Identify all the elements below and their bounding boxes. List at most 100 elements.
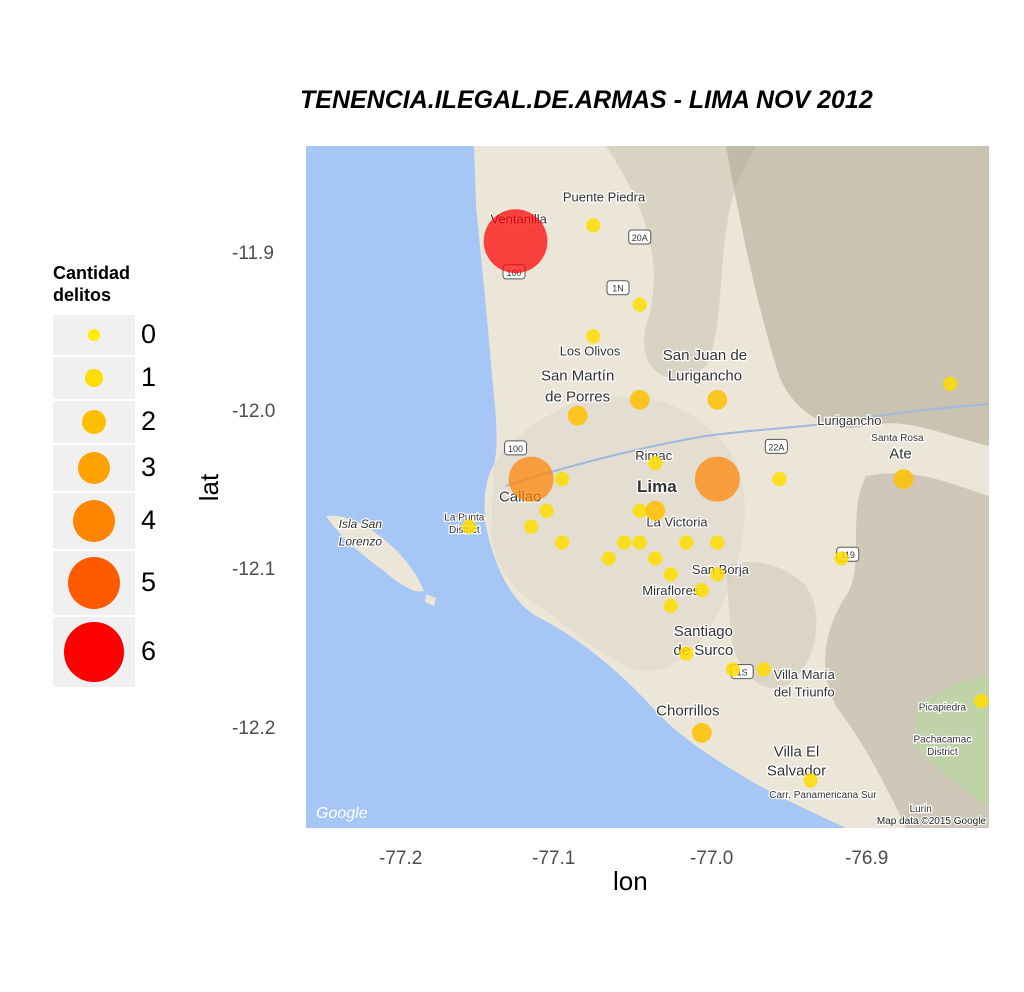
map-place-label: Salvador — [767, 763, 826, 780]
data-point — [648, 456, 663, 471]
data-point — [694, 456, 740, 502]
legend-separator — [53, 491, 135, 493]
urban-area — [491, 396, 745, 672]
data-point — [974, 693, 989, 709]
road-shield-label: 1N — [612, 284, 624, 294]
map-place-label: Lima — [637, 477, 677, 496]
legend-label: 1 — [141, 362, 157, 392]
legend-key: 2 — [53, 401, 156, 445]
map-place-label: de Porres — [545, 388, 610, 405]
map-place-label: Isla San — [339, 517, 383, 531]
y-tick-label: -12.2 — [232, 718, 276, 739]
google-watermark: Google — [316, 805, 368, 822]
x-tick-label: -77.2 — [379, 848, 423, 869]
legend-swatch — [64, 622, 124, 682]
x-tick-label: -76.9 — [845, 848, 889, 869]
legend-title: Cantidad delitos — [53, 262, 173, 306]
map-place-label: Rimac — [635, 448, 672, 463]
legend-swatch — [67, 556, 121, 610]
data-point — [679, 535, 694, 550]
legend-swatch — [85, 369, 103, 387]
data-point — [461, 519, 477, 534]
map-place-label: Lurigancho — [668, 368, 742, 385]
data-point — [632, 535, 647, 550]
legend-label: 2 — [141, 406, 157, 436]
legend-key: 5 — [53, 551, 156, 617]
isla-san-lorenzo — [326, 515, 424, 592]
legend-label: 6 — [141, 636, 157, 666]
legend-label: 0 — [141, 319, 157, 349]
map-place-label: del Triunfo — [774, 684, 835, 699]
legend-title-line-1: Cantidad — [53, 263, 131, 283]
data-point — [803, 773, 818, 788]
legend-key: 0 — [53, 315, 156, 357]
data-point — [679, 646, 694, 661]
hills-north — [606, 146, 756, 379]
map-attribution: Map data ©2015 Google — [877, 816, 987, 827]
map-place-label: La Punta — [444, 512, 484, 523]
data-point — [710, 535, 725, 550]
data-point — [586, 218, 601, 233]
map-place-label: Puente Piedra — [563, 190, 646, 205]
legend-key: 4 — [53, 493, 156, 551]
legend-title-line-2: delitos — [53, 285, 112, 305]
data-point — [663, 567, 678, 582]
data-point — [756, 662, 772, 677]
data-point — [539, 503, 554, 518]
map-place-label: District — [927, 747, 958, 758]
data-point — [523, 519, 539, 534]
road-shield-label: 20A — [632, 233, 648, 243]
data-point — [617, 535, 632, 550]
data-point — [772, 471, 787, 487]
legend-label: 3 — [141, 452, 157, 482]
legend-separator — [53, 687, 135, 689]
data-point — [567, 405, 588, 426]
data-point — [508, 456, 554, 502]
data-points — [461, 209, 989, 788]
road-shield: 100 — [504, 440, 528, 456]
legend-swatch — [81, 409, 107, 435]
lurin-valley — [916, 676, 989, 806]
data-point — [632, 503, 647, 518]
map-place-label: San Juan de — [663, 347, 747, 364]
y-tick-label: -12.0 — [232, 401, 276, 422]
legend-label: 5 — [141, 567, 157, 597]
map-place-label: Lurigancho — [817, 413, 881, 428]
map-place-label: Ate — [889, 445, 912, 462]
map-place-label: Miraflores — [642, 583, 700, 598]
map-place-label: Chorrillos — [656, 702, 719, 719]
hills-center — [726, 562, 817, 688]
rimac-river — [505, 403, 989, 487]
y-axis-title: lat — [194, 473, 225, 502]
data-point — [691, 722, 712, 743]
map-place-label: Lorenzo — [339, 535, 383, 549]
data-point — [893, 469, 914, 489]
x-tick-label: -77.1 — [532, 848, 576, 869]
map-place-label: Villa María — [774, 667, 836, 682]
y-tick-label: -11.9 — [232, 243, 274, 264]
legend-swatch — [77, 451, 111, 485]
chart-title: TENENCIA.ILEGAL.DE.ARMAS - LIMA NOV 2012 — [300, 86, 873, 114]
map-place-label: San Martín — [541, 368, 614, 385]
islet — [425, 594, 436, 606]
road-shield-label: 22A — [768, 442, 784, 452]
map-place-label: Picapiedra — [919, 703, 967, 714]
map-place-label: Villa El — [774, 744, 820, 761]
x-axis-title: lon — [613, 866, 648, 896]
legend-separator — [53, 549, 135, 551]
legend-separator — [53, 399, 135, 401]
data-point — [554, 471, 570, 487]
data-point — [601, 551, 616, 566]
legend-separator — [53, 443, 135, 445]
data-point — [629, 389, 650, 410]
legend-separator — [53, 355, 135, 357]
x-tick-label: -77.0 — [690, 848, 734, 869]
road-shield: 22A — [764, 438, 788, 454]
data-point — [632, 297, 647, 312]
legend-key: 3 — [53, 445, 156, 493]
map-place-label: Santa Rosa — [871, 433, 924, 444]
data-point — [554, 535, 570, 550]
data-point — [645, 500, 666, 521]
